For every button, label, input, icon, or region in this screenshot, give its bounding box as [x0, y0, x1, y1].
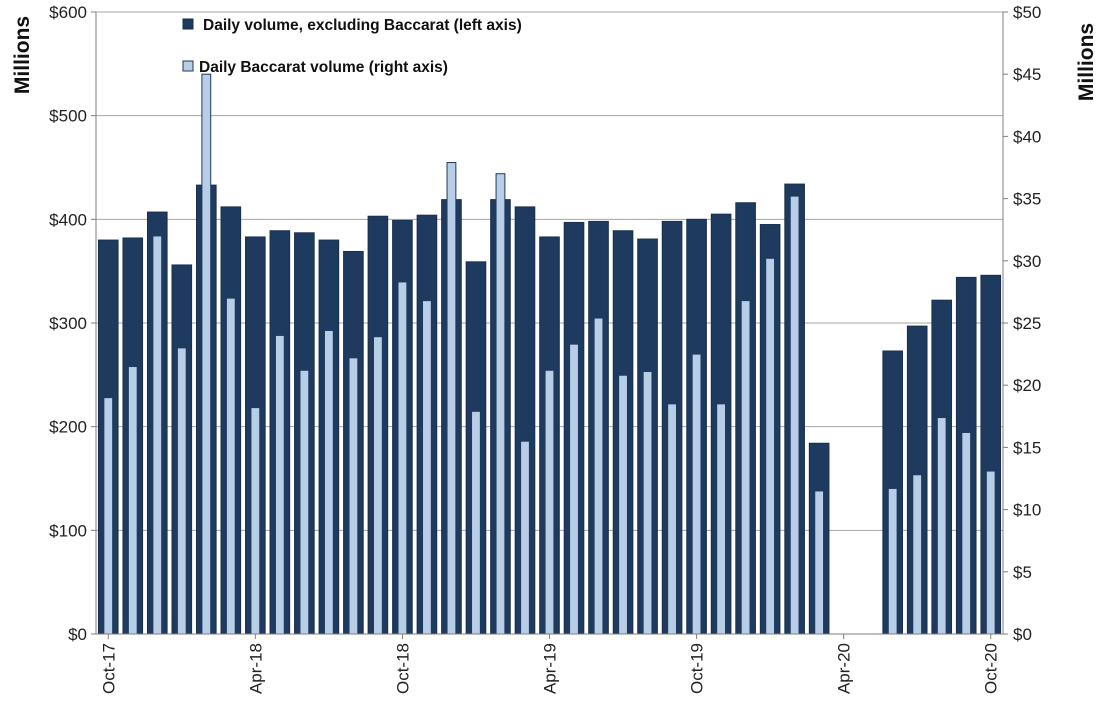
right-tick-label: $45: [1013, 65, 1041, 84]
bar-baccarat-volume: [691, 353, 702, 635]
right-tick-label: $30: [1013, 252, 1041, 271]
bar-baccarat-volume: [789, 195, 800, 635]
bar-baccarat-volume: [225, 297, 236, 635]
bar-baccarat-volume: [593, 317, 604, 635]
bar-baccarat-volume: [103, 397, 114, 635]
right-tick-label: $25: [1013, 314, 1041, 333]
bar-baccarat-volume: [323, 329, 334, 635]
right-axis-title: Millions: [1075, 23, 1096, 101]
left-tick-label: $100: [49, 521, 87, 540]
bar-baccarat-volume: [299, 369, 310, 635]
bar-baccarat-volume: [642, 371, 653, 635]
bar-baccarat-volume: [201, 73, 212, 635]
left-axis-tick-labels: $0 $100 $200 $300 $400 $500 $600: [49, 3, 96, 644]
x-tick-label: Oct-17: [99, 643, 118, 694]
bar-baccarat-volume: [667, 403, 677, 635]
bar-baccarat-volume: [544, 369, 555, 635]
right-tick-label: $15: [1013, 438, 1041, 457]
bar-baccarat-volume: [716, 403, 727, 635]
right-tick-label: $40: [1013, 127, 1041, 146]
bar-baccarat-volume: [936, 417, 947, 635]
left-axis-title: Millions: [11, 16, 34, 94]
bar-baccarat-volume: [887, 487, 898, 635]
x-tick-label: Oct-20: [982, 643, 1001, 694]
left-tick-label: $400: [49, 210, 87, 229]
bar-baccarat-volume: [274, 334, 285, 635]
legend-swatch-baccarat-volume: [182, 60, 194, 72]
bar-baccarat-volume: [912, 474, 923, 635]
x-tick-label: Apr-20: [835, 643, 854, 694]
bar-baccarat-volume: [397, 281, 408, 635]
x-tick-label: Apr-18: [246, 643, 265, 694]
left-tick-label: $500: [49, 107, 87, 126]
right-axis-tick-labels: $0 $5 $10 $15 $20 $25 $30 $35 $40 $45 $50: [1003, 3, 1041, 644]
bar-baccarat-volume: [814, 490, 825, 635]
x-tick-label: Oct-19: [688, 643, 707, 694]
left-tick-label: $0: [68, 625, 87, 644]
bar-baccarat-volume: [422, 300, 432, 635]
x-tick-label: Apr-19: [541, 643, 560, 694]
bar-baccarat-volume: [985, 470, 996, 635]
bar-baccarat-volume: [569, 343, 579, 635]
x-axis-tick-labels: Oct-17 Apr-18 Oct-18 Apr-19 Oct-19 Apr-20 Oct-…: [99, 634, 1001, 694]
bar-baccarat-volume: [176, 347, 187, 635]
bar-baccarat-volume: [127, 366, 138, 635]
bar-baccarat-volume: [740, 300, 751, 635]
bar-baccarat-volume: [471, 410, 481, 635]
bar-baccarat-volume: [446, 162, 457, 635]
bar-baccarat-volume: [348, 357, 359, 635]
legend-swatch-daily-volume: [182, 18, 194, 30]
left-tick-label: $300: [49, 314, 87, 333]
legend-label-baccarat-volume: Daily Baccarat volume (right axis): [199, 59, 448, 76]
bar-baccarat-volume: [152, 235, 163, 635]
right-tick-label: $20: [1013, 376, 1041, 395]
legend: Daily volume, excluding Baccarat (left a…: [182, 17, 522, 76]
left-tick-label: $200: [49, 418, 87, 437]
legend-label-daily-volume: Daily volume, excluding Baccarat (left a…: [203, 17, 522, 34]
right-tick-label: $35: [1013, 190, 1041, 209]
bar-baccarat-volume: [250, 407, 261, 635]
bar-baccarat-volume: [520, 440, 530, 635]
right-tick-label: $0: [1013, 625, 1032, 644]
bar-baccarat-volume: [961, 431, 972, 635]
bar-baccarat-volume: [765, 257, 776, 635]
right-tick-label: $5: [1013, 563, 1032, 582]
x-tick-label: Oct-18: [393, 643, 412, 694]
bar-baccarat-volume: [495, 173, 506, 635]
right-tick-label: $50: [1013, 3, 1041, 22]
bar-baccarat-volume: [618, 374, 628, 635]
right-tick-label: $10: [1013, 501, 1041, 520]
left-tick-label: $600: [49, 3, 87, 22]
bar-baccarat-volume: [372, 336, 383, 635]
